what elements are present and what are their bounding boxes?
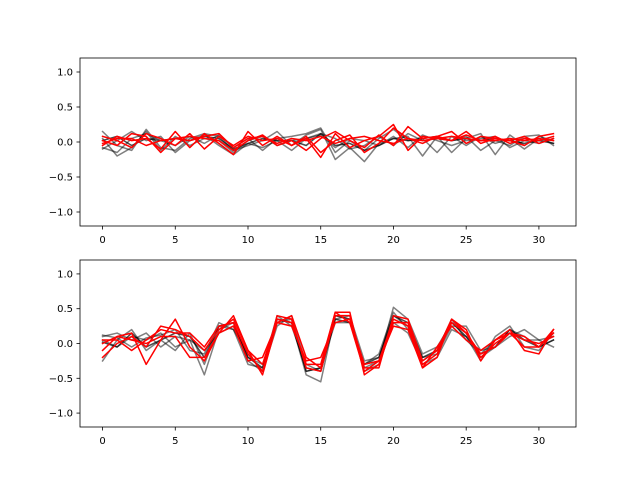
x-tick-label: 30 — [533, 235, 546, 246]
y-tick-label: 1.0 — [57, 269, 73, 280]
series-line-3 — [101, 130, 555, 156]
series-group — [101, 123, 555, 163]
series-line-8 — [101, 132, 555, 149]
x-tick-label: 20 — [387, 436, 400, 447]
y-tick-label: 0.0 — [57, 138, 73, 149]
x-tick-label: 5 — [172, 436, 178, 447]
series-line-5 — [101, 123, 555, 159]
y-tick-label: 1.0 — [57, 68, 73, 79]
y-tick-label: −0.5 — [49, 374, 73, 385]
y-tick-label: −1.0 — [49, 208, 73, 219]
y-tick-label: 0.5 — [57, 103, 73, 114]
x-tick-label: 25 — [460, 436, 473, 447]
x-tick-label: 5 — [172, 235, 178, 246]
bottom-line-chart: 0 5 10 15 20 25 30 −1.0 −0.5 0.0 0.5 1.0 — [49, 259, 577, 447]
y-tick-label: 0.0 — [57, 339, 73, 350]
x-tick-label: 0 — [99, 436, 105, 447]
y-tick-label: −1.0 — [49, 409, 73, 420]
x-tick-label: 15 — [314, 235, 327, 246]
series-line-8 — [101, 318, 555, 369]
x-tick-label: 15 — [314, 436, 327, 447]
x-tick-label: 0 — [99, 235, 105, 246]
x-tick-label: 30 — [533, 436, 546, 447]
series-line-6 — [101, 314, 555, 373]
y-tick-label: −0.5 — [49, 173, 73, 184]
y-tick-label: 0.5 — [57, 304, 73, 315]
x-tick-label: 20 — [387, 235, 400, 246]
x-tick-label: 25 — [460, 235, 473, 246]
x-tick-label: 10 — [242, 235, 255, 246]
top-line-chart: 0 5 10 15 20 25 30 −1.0 −0.5 0.0 0.5 1.0 — [49, 57, 577, 246]
series-group — [101, 306, 555, 383]
x-tick-label: 10 — [242, 436, 255, 447]
